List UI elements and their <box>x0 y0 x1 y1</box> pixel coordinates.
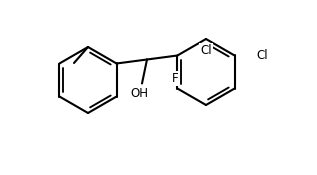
Text: Cl: Cl <box>200 44 212 58</box>
Text: OH: OH <box>130 87 148 100</box>
Text: Cl: Cl <box>256 49 268 62</box>
Text: F: F <box>172 72 179 85</box>
